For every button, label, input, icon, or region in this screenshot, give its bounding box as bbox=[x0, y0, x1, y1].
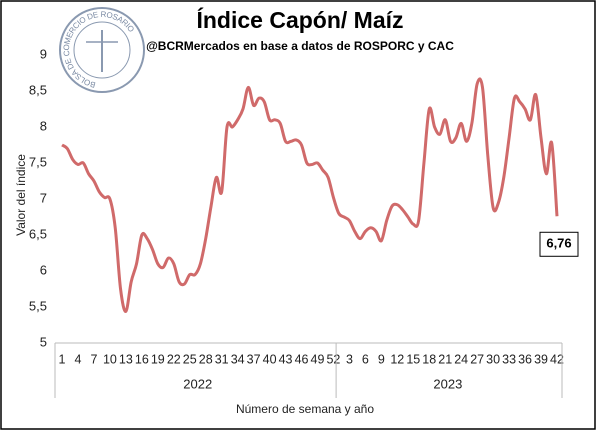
y-tick-label: 9 bbox=[40, 46, 47, 61]
y-axis-label: Valor del índice bbox=[14, 154, 28, 236]
value-label-box bbox=[539, 231, 579, 257]
x-tick-label: 21 bbox=[438, 352, 452, 366]
line bbox=[61, 77, 559, 313]
group-label: 2022 bbox=[183, 376, 212, 391]
chart-subtitle: @BCRMercados en base a datos de ROSPORC … bbox=[146, 39, 454, 53]
x-tick-label: 18 bbox=[422, 352, 436, 366]
x-tick-label: 12 bbox=[390, 352, 404, 366]
x-tick-label: 6 bbox=[362, 352, 369, 366]
x-tick-label: 27 bbox=[470, 352, 484, 366]
value-label: 6,76 bbox=[546, 236, 571, 251]
x-tick-label: 1 bbox=[59, 352, 66, 366]
x-tick-label: 37 bbox=[247, 352, 261, 366]
x-tick-label: 15 bbox=[406, 352, 420, 366]
x-tick-label: 3 bbox=[346, 352, 353, 366]
y-tick-label: 7 bbox=[40, 190, 47, 205]
y-tick-label: 5,5 bbox=[29, 298, 47, 313]
y-tick-label: 8,5 bbox=[29, 82, 47, 97]
logo: BOLSA DE COMERCIO DE ROSARIO bbox=[59, 7, 145, 93]
x-tick-label: 43 bbox=[279, 352, 293, 366]
group-label: 2023 bbox=[433, 376, 462, 391]
x-tick-label: 49 bbox=[311, 352, 325, 366]
x-tick-label: 9 bbox=[378, 352, 385, 366]
x-tick-label: 16 bbox=[135, 352, 149, 366]
x-tick-label: 46 bbox=[295, 352, 309, 366]
y-tick-label: 6,5 bbox=[29, 226, 47, 241]
x-tick-label: 42 bbox=[550, 352, 564, 366]
x-tick-label: 52 bbox=[326, 352, 340, 366]
chart-title: Índice Capón/ Maíz bbox=[196, 6, 403, 33]
x-tick-label: 22 bbox=[167, 352, 181, 366]
x-tick-label: 13 bbox=[119, 352, 133, 366]
x-tick-label: 25 bbox=[183, 352, 197, 366]
x-tick-label: 24 bbox=[454, 352, 468, 366]
x-tick-label: 31 bbox=[215, 352, 229, 366]
y-tick-label: 6 bbox=[40, 262, 47, 277]
y-tick-label: 8 bbox=[40, 118, 47, 133]
x-tick-label: 30 bbox=[486, 352, 500, 366]
x-tick-label: 34 bbox=[231, 352, 245, 366]
x-tick-label: 7 bbox=[90, 352, 97, 366]
x-axis-label: Número de semana y año bbox=[236, 402, 374, 416]
x-tick-label: 10 bbox=[103, 352, 117, 366]
x-tick-label: 19 bbox=[151, 352, 165, 366]
y-tick-label: 5 bbox=[40, 334, 47, 349]
x-tick-label: 33 bbox=[502, 352, 516, 366]
y-tick-label: 7,5 bbox=[29, 154, 47, 169]
x-tick-label: 39 bbox=[534, 352, 548, 366]
x-tick-label: 36 bbox=[518, 352, 532, 366]
x-tick-label: 4 bbox=[74, 352, 81, 366]
x-tick-label: 28 bbox=[199, 352, 213, 366]
x-tick-label: 40 bbox=[263, 352, 277, 366]
